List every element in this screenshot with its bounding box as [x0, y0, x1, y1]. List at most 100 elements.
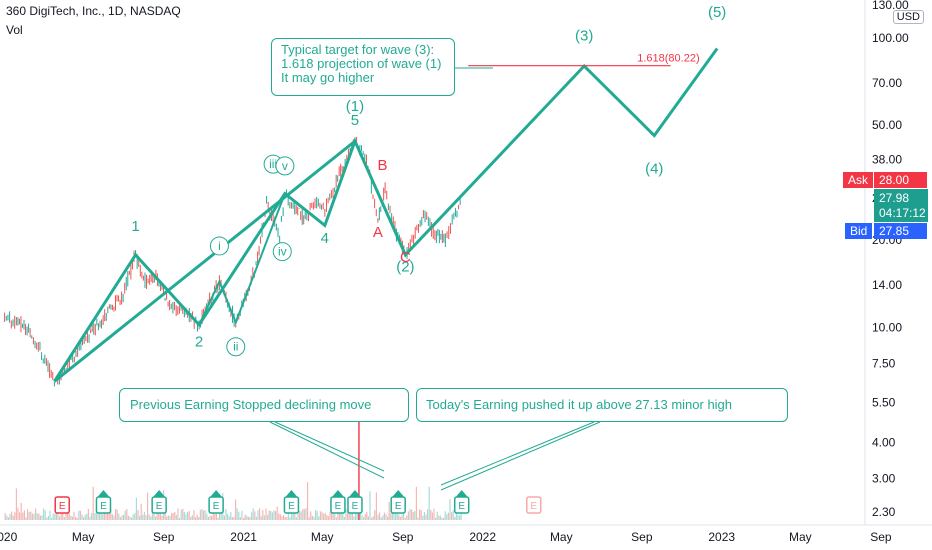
volume-bar [129, 516, 131, 520]
earnings-marker: E [283, 490, 300, 514]
y-tick-label: 130.00 [872, 0, 909, 12]
sub-wave-label-text: ii [233, 340, 238, 354]
volume-bar [444, 511, 446, 520]
sub-wave-label-text: v [282, 159, 288, 173]
symbol-title: 360 DigiTech, Inc., 1D, NASDAQ [6, 4, 181, 18]
earnings-marker-box [453, 496, 470, 514]
volume-bar [169, 515, 171, 520]
volume-bar [126, 508, 128, 520]
volume-bar [167, 515, 169, 520]
volume-bar [305, 508, 307, 520]
volume-bar [17, 507, 19, 520]
volume-bar [124, 510, 126, 520]
volume-bar [185, 514, 187, 520]
wave-label: 1 [131, 218, 139, 235]
volume-spike [358, 415, 360, 520]
volume-bar [215, 513, 217, 520]
wave-label: (2) [396, 258, 414, 275]
volume-bar [25, 517, 27, 520]
volume-bar [250, 512, 253, 520]
wave-label: C [400, 249, 411, 266]
volume-bar [28, 511, 30, 520]
volume-bar [230, 512, 232, 520]
volume-bar [73, 511, 75, 520]
y-tick-label: 3.00 [872, 472, 896, 486]
earnings-marker-cap [97, 490, 110, 497]
volume-bar [78, 510, 80, 520]
volume-bar [455, 510, 457, 520]
volume-bar [228, 516, 230, 520]
volume-bar [257, 510, 259, 520]
volume-bar [74, 516, 77, 520]
volume-bar [116, 509, 118, 520]
volume-bar [281, 516, 283, 520]
volume-bar [122, 514, 125, 520]
volume-bar [142, 514, 144, 520]
volume-bar [209, 515, 211, 520]
volume-bar [297, 511, 299, 520]
volume-bar [446, 514, 448, 520]
currency-selector[interactable]: USD [892, 10, 924, 24]
volume-bar [241, 510, 243, 520]
volume-bar [369, 491, 371, 520]
volume-bar [207, 516, 209, 520]
earning-note-today-pointer [440, 421, 595, 486]
earnings-marker-letter: E [100, 501, 107, 512]
volume-bar [338, 508, 341, 520]
earning-note-previous: Previous Earning Stopped declining move [119, 388, 409, 422]
volume-bar [249, 517, 251, 520]
volume-bar [423, 511, 425, 520]
volume-bar [151, 510, 153, 520]
earnings-marker-box [330, 496, 346, 514]
volume-bar [164, 512, 166, 520]
x-tick-label: 2021 [230, 530, 257, 544]
volume-bar [34, 508, 37, 520]
volume-bar [62, 509, 64, 520]
earnings-marker-cap [153, 490, 166, 497]
volume-bar [102, 512, 104, 520]
volume-bar [332, 511, 334, 520]
volume-bar [439, 515, 441, 520]
volume-bar [407, 511, 409, 520]
volume-bar [366, 511, 368, 520]
volume-bar [286, 517, 288, 520]
volume-bar [134, 513, 136, 520]
volume-bar [454, 516, 456, 520]
ask-price-tag: 28.00 [874, 172, 927, 188]
volume-bar [114, 508, 117, 520]
volume-bar [310, 511, 312, 520]
volume-bar [135, 497, 137, 520]
volume-bar [140, 503, 142, 520]
volume-bar [345, 508, 347, 520]
volume-bar [92, 486, 94, 520]
volume-bar [262, 510, 264, 520]
volume-bar [242, 517, 245, 520]
volume-bar [278, 513, 280, 520]
volume-bar [302, 508, 304, 520]
volume-bar [146, 492, 149, 520]
volume-bar [84, 514, 86, 520]
wave-label: (5) [708, 4, 726, 21]
volume-bar [41, 515, 43, 520]
volume-bar [343, 517, 345, 520]
volume-bar [322, 513, 325, 520]
volume-bar [220, 513, 222, 520]
volume-bar [82, 517, 85, 520]
volume-bar [255, 516, 257, 520]
volume-bar [420, 510, 422, 520]
y-tick-label: 7.50 [872, 356, 896, 370]
volume-bar [404, 517, 406, 520]
volume-bar [190, 516, 192, 520]
volume-bar [44, 510, 46, 520]
volume-bar [273, 510, 275, 520]
volume-bar [346, 511, 349, 520]
volume-bar [137, 509, 139, 520]
volume-bar [225, 508, 227, 520]
ask-label: Ask [843, 172, 874, 188]
volume-bar [436, 511, 438, 520]
volume-bar [90, 513, 93, 520]
volume-bar [31, 513, 33, 520]
volume-bar [234, 499, 237, 520]
volume-bar [204, 510, 206, 520]
